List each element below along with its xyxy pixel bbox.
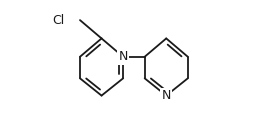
Text: N: N <box>118 50 128 63</box>
Text: N: N <box>162 89 171 102</box>
Text: Cl: Cl <box>52 14 65 27</box>
